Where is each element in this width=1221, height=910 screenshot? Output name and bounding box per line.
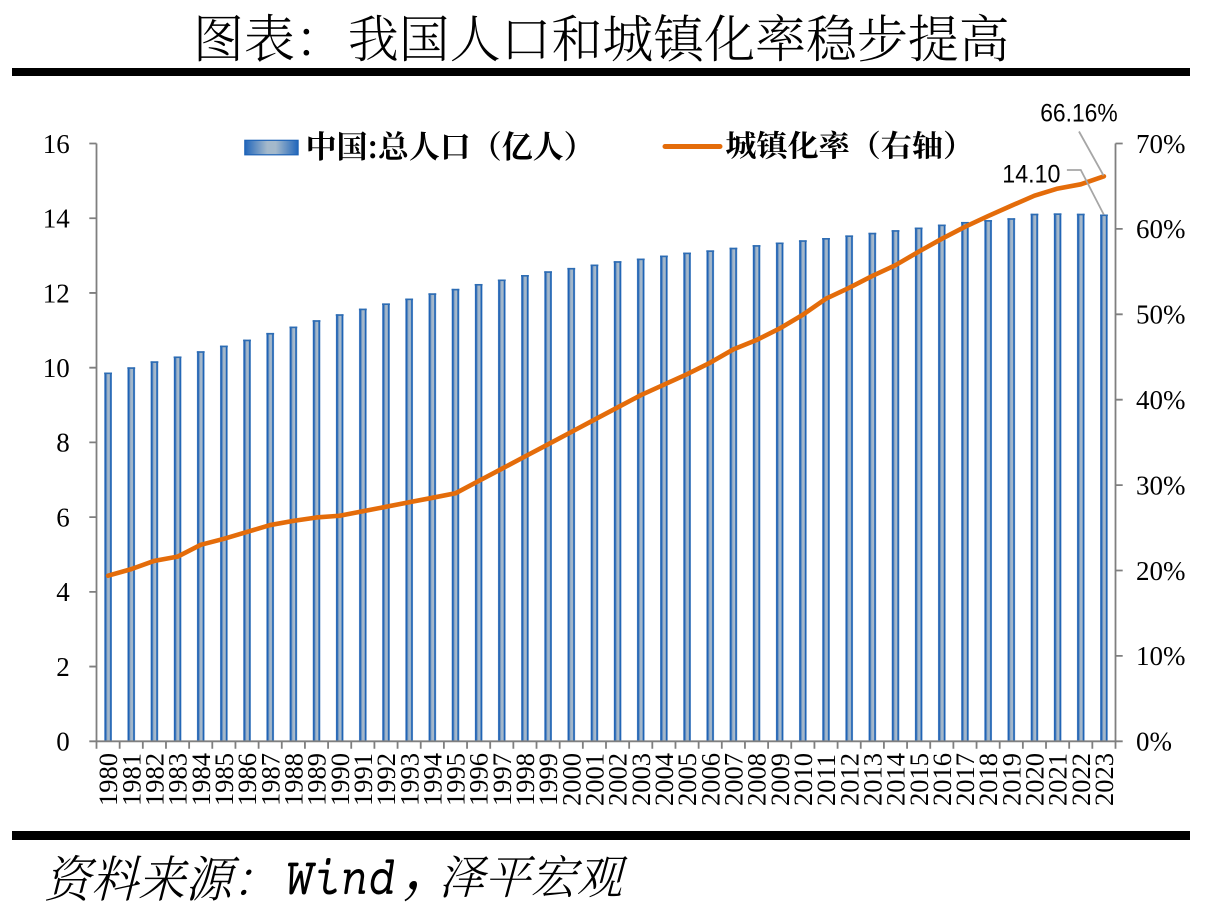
svg-text:2011: 2011 — [811, 754, 841, 806]
svg-text:2008: 2008 — [742, 753, 772, 806]
svg-text:2010: 2010 — [788, 753, 818, 806]
svg-text:14.10: 14.10 — [1002, 160, 1060, 188]
svg-text:40%: 40% — [1136, 385, 1186, 415]
svg-text:20%: 20% — [1136, 556, 1186, 586]
svg-text:1984: 1984 — [186, 753, 216, 806]
svg-text:1988: 1988 — [278, 753, 308, 806]
svg-text:1993: 1993 — [394, 753, 424, 806]
svg-text:1997: 1997 — [487, 753, 517, 806]
svg-text:2003: 2003 — [626, 753, 656, 806]
svg-text:16: 16 — [43, 129, 70, 159]
svg-text:1989: 1989 — [302, 753, 332, 806]
svg-text:2004: 2004 — [649, 753, 679, 806]
svg-text:1985: 1985 — [209, 753, 239, 806]
svg-text:2002: 2002 — [603, 753, 633, 806]
svg-text:2019: 2019 — [996, 753, 1026, 806]
svg-text:60%: 60% — [1136, 214, 1186, 244]
svg-text:2017: 2017 — [950, 753, 980, 806]
svg-text:12: 12 — [43, 278, 70, 308]
svg-text:30%: 30% — [1136, 470, 1186, 500]
svg-text:1982: 1982 — [140, 753, 170, 806]
svg-text:2016: 2016 — [927, 753, 957, 806]
svg-text:2015: 2015 — [904, 753, 934, 806]
svg-text:14: 14 — [43, 204, 71, 234]
svg-text:2018: 2018 — [973, 753, 1003, 806]
svg-text:2012: 2012 — [834, 753, 864, 806]
svg-text:6: 6 — [56, 502, 70, 532]
svg-text:8: 8 — [56, 428, 70, 458]
svg-text:0%: 0% — [1136, 727, 1172, 757]
svg-text:1981: 1981 — [116, 753, 146, 806]
svg-text:1991: 1991 — [348, 753, 378, 806]
svg-text:2023: 2023 — [1089, 753, 1119, 806]
svg-text:2009: 2009 — [765, 753, 795, 806]
svg-text:1995: 1995 — [441, 753, 471, 806]
svg-text:70%: 70% — [1136, 129, 1186, 159]
svg-text:1990: 1990 — [325, 753, 355, 806]
svg-text:10%: 10% — [1136, 641, 1186, 671]
svg-text:1996: 1996 — [464, 753, 494, 806]
svg-text:2001: 2001 — [580, 753, 610, 806]
svg-text:2: 2 — [56, 652, 70, 682]
svg-text:1986: 1986 — [232, 753, 262, 806]
svg-text:2021: 2021 — [1043, 753, 1073, 806]
svg-text:1980: 1980 — [93, 753, 123, 806]
svg-text:2000: 2000 — [556, 753, 586, 806]
svg-text:2022: 2022 — [1066, 753, 1096, 806]
svg-text:2013: 2013 — [857, 753, 887, 806]
svg-text:2006: 2006 — [695, 753, 725, 806]
svg-text:2014: 2014 — [881, 753, 911, 806]
svg-text:10: 10 — [43, 353, 70, 383]
svg-text:1998: 1998 — [510, 753, 540, 806]
svg-text:50%: 50% — [1136, 300, 1186, 330]
svg-text:1983: 1983 — [163, 753, 193, 806]
svg-text:1992: 1992 — [371, 753, 401, 806]
svg-text:2007: 2007 — [718, 753, 748, 806]
svg-text:1987: 1987 — [255, 753, 285, 806]
svg-text:66.16%: 66.16% — [1040, 100, 1118, 128]
svg-text:4: 4 — [56, 577, 70, 607]
svg-text:2020: 2020 — [1020, 753, 1050, 806]
svg-text:0: 0 — [56, 727, 70, 757]
svg-text:1994: 1994 — [417, 753, 447, 806]
svg-text:2005: 2005 — [672, 753, 702, 806]
svg-text:1999: 1999 — [533, 753, 563, 806]
